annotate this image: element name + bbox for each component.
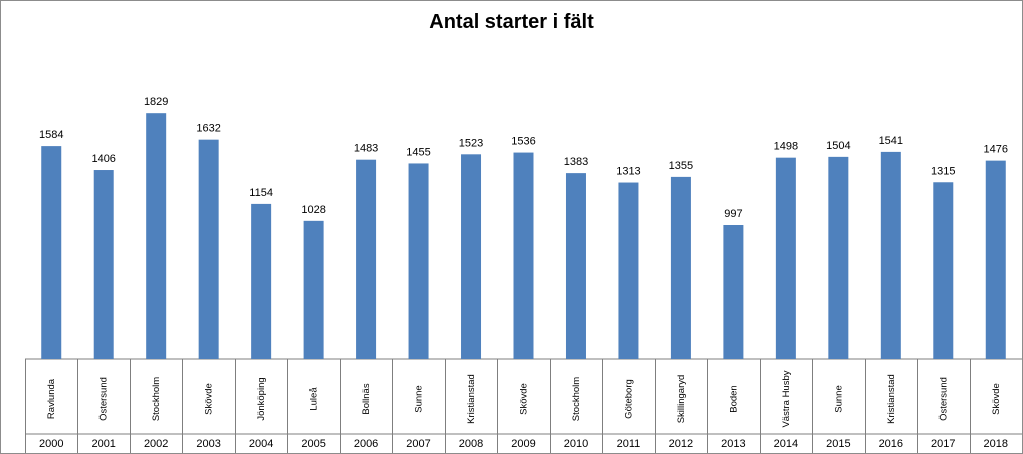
data-label: 1406 bbox=[91, 153, 115, 165]
category-label: Skövde bbox=[204, 383, 215, 415]
year-label: 2012 bbox=[669, 438, 693, 450]
data-label: 1632 bbox=[196, 123, 220, 135]
year-label: 2011 bbox=[617, 438, 641, 450]
data-label: 1523 bbox=[459, 137, 483, 149]
bar bbox=[356, 159, 377, 359]
data-label: 1536 bbox=[511, 136, 535, 148]
year-label: 2007 bbox=[406, 438, 430, 450]
category-label: Östersund bbox=[938, 377, 949, 421]
data-label: 1383 bbox=[564, 156, 588, 168]
bar bbox=[41, 146, 62, 359]
chart-title: Antal starter i fält bbox=[429, 11, 594, 33]
bar bbox=[303, 220, 324, 359]
year-label: 2017 bbox=[931, 438, 955, 450]
data-label: 1028 bbox=[301, 204, 325, 216]
data-label: 1483 bbox=[354, 143, 378, 155]
bar bbox=[670, 176, 691, 359]
bar bbox=[985, 160, 1006, 359]
category-label: Ravlunda bbox=[46, 378, 57, 419]
year-label: 2005 bbox=[301, 438, 325, 450]
bar bbox=[880, 151, 901, 359]
year-label: 2015 bbox=[826, 438, 850, 450]
bar bbox=[408, 163, 429, 359]
bar bbox=[723, 225, 744, 359]
category-label: Sunne bbox=[414, 385, 425, 412]
category-label: Skillingaryd bbox=[676, 375, 687, 424]
data-label: 1355 bbox=[669, 160, 693, 172]
year-label: 2010 bbox=[564, 438, 588, 450]
data-label: 1498 bbox=[774, 141, 798, 153]
data-label: 1476 bbox=[984, 144, 1008, 156]
data-label: 1504 bbox=[826, 140, 850, 152]
category-label: Sunne bbox=[833, 385, 844, 412]
data-label: 1154 bbox=[249, 187, 273, 199]
year-label: 2006 bbox=[354, 438, 378, 450]
bar bbox=[513, 152, 534, 359]
bar bbox=[198, 139, 219, 359]
bar bbox=[251, 203, 272, 359]
category-label: Jönköping bbox=[256, 377, 267, 420]
bar bbox=[565, 173, 586, 359]
category-label: Boden bbox=[728, 385, 739, 412]
category-label: Stockholm bbox=[151, 377, 162, 421]
category-label: Skövde bbox=[991, 383, 1002, 415]
year-label: 2014 bbox=[774, 438, 798, 450]
category-label: Bollnäs bbox=[361, 383, 372, 414]
data-label: 1541 bbox=[879, 135, 903, 147]
year-label: 2013 bbox=[721, 438, 745, 450]
bar bbox=[93, 170, 114, 359]
category-label: Kristianstad bbox=[886, 374, 897, 424]
category-label: Skövde bbox=[519, 383, 530, 415]
bar bbox=[775, 157, 796, 359]
data-label: 1315 bbox=[931, 165, 955, 177]
year-label: 2008 bbox=[459, 438, 483, 450]
year-label: 2003 bbox=[196, 438, 220, 450]
year-label: 2009 bbox=[511, 438, 535, 450]
year-label: 2002 bbox=[144, 438, 168, 450]
bar bbox=[461, 154, 482, 359]
category-label: Kristianstad bbox=[466, 374, 477, 424]
year-label: 2018 bbox=[984, 438, 1008, 450]
year-label: 2004 bbox=[249, 438, 273, 450]
category-label: Göteborg bbox=[623, 379, 634, 419]
bar bbox=[146, 113, 167, 359]
data-label: 997 bbox=[724, 208, 742, 220]
category-label: Västra Husby bbox=[781, 370, 792, 427]
year-label: 2016 bbox=[879, 438, 903, 450]
data-label: 1584 bbox=[39, 129, 63, 141]
bar bbox=[828, 156, 849, 359]
bar bbox=[933, 182, 954, 359]
category-label: Östersund bbox=[99, 377, 110, 421]
data-label: 1313 bbox=[616, 166, 640, 178]
category-label: Luleå bbox=[309, 387, 320, 411]
category-label: Stockholm bbox=[571, 377, 582, 421]
year-label: 2000 bbox=[39, 438, 63, 450]
data-label: 1455 bbox=[406, 146, 430, 158]
year-label: 2001 bbox=[91, 438, 115, 450]
bar bbox=[618, 182, 639, 359]
data-label: 1829 bbox=[144, 96, 168, 108]
